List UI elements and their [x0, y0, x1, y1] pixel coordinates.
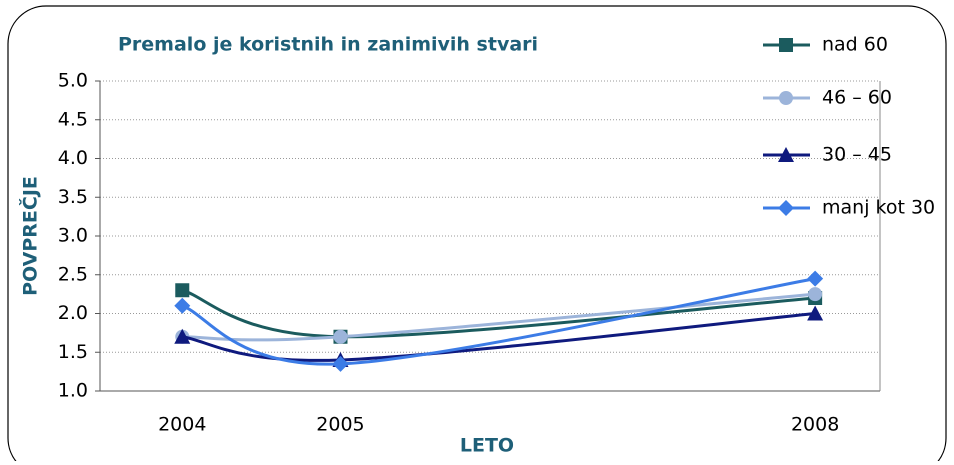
legend-marker [778, 200, 794, 216]
x-tick-label: 2008 [791, 414, 839, 436]
y-axis-label: POVPREČJE [18, 176, 42, 296]
y-tick-label: 1.0 [58, 380, 88, 402]
frame [7, 5, 947, 465]
y-tick-label: 3.5 [58, 186, 88, 208]
y-tick-label: 4.5 [58, 108, 88, 130]
legend-label: 46 – 60 [822, 87, 892, 109]
series-line [182, 292, 816, 342]
data-point [332, 355, 349, 372]
chart-title: Premalo je koristnih in zanimivih stvari [118, 34, 538, 56]
y-tick-label: 2.0 [58, 302, 88, 324]
data-point [174, 328, 191, 344]
legend-label: manj kot 30 [822, 197, 935, 219]
legend-label: 30 – 45 [822, 144, 892, 166]
data-point [174, 297, 191, 314]
y-tick-label: 5.0 [58, 70, 88, 92]
series-line [181, 277, 816, 366]
x-tick-label: 2005 [316, 414, 364, 436]
data-point [807, 270, 824, 287]
data-point [333, 329, 348, 344]
y-tick-label: 3.0 [58, 225, 88, 247]
data-point [808, 287, 823, 302]
data-point [175, 283, 190, 298]
data-point [807, 305, 824, 321]
legend-marker [779, 91, 793, 105]
series-line [181, 288, 816, 339]
legend-marker [779, 38, 793, 52]
x-axis-label: LETO [460, 435, 514, 457]
y-tick-label: 4.0 [58, 147, 88, 169]
x-tick-label: 2004 [158, 414, 206, 436]
legend-label: nad 60 [822, 34, 888, 56]
y-tick-label: 1.5 [58, 341, 88, 363]
y-tick-label: 2.5 [58, 263, 88, 285]
legend-marker [778, 147, 794, 162]
